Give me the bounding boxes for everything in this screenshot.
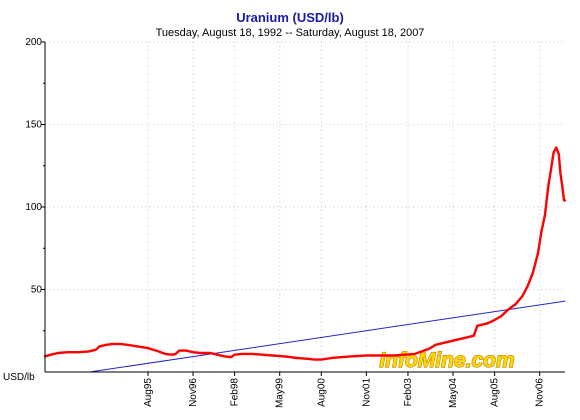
gridlines <box>45 41 565 372</box>
x-axis-ticks: Aug95 Nov96 Feb98 May99 Aug00 Nov01 Feb03 May04… <box>143 372 546 408</box>
x-tick-label: Aug05 <box>490 378 501 407</box>
trend-line <box>89 300 566 373</box>
x-tick-label: Nov01 <box>361 378 372 407</box>
x-tick-label: Aug95 <box>143 378 154 407</box>
uranium-price-line <box>43 146 567 361</box>
infomine-watermark: InfoMine.com <box>379 349 514 372</box>
y-axis-ticks: 50 100 150 200 <box>25 37 45 332</box>
x-tick-label: May04 <box>448 378 459 408</box>
y-tick-label: 200 <box>25 37 42 48</box>
trend-line-group <box>89 300 566 373</box>
x-tick-label: Nov96 <box>188 378 199 407</box>
chart-title: Uranium (USD/lb) <box>236 10 344 25</box>
x-tick-label: May99 <box>275 378 286 408</box>
x-tick-label: Feb98 <box>230 378 241 407</box>
x-tick-label: Aug00 <box>316 378 327 407</box>
price-series-group <box>43 146 567 361</box>
y-tick-label: 50 <box>31 285 43 296</box>
y-axis-label: USD/lb <box>3 372 35 383</box>
y-tick-label: 100 <box>25 202 42 213</box>
x-tick-label: Nov06 <box>535 378 546 407</box>
x-tick-label: Feb03 <box>403 378 414 407</box>
y-tick-label: 150 <box>25 120 42 131</box>
chart-subtitle: Tuesday, August 18, 1992 -- Saturday, Au… <box>156 27 425 39</box>
